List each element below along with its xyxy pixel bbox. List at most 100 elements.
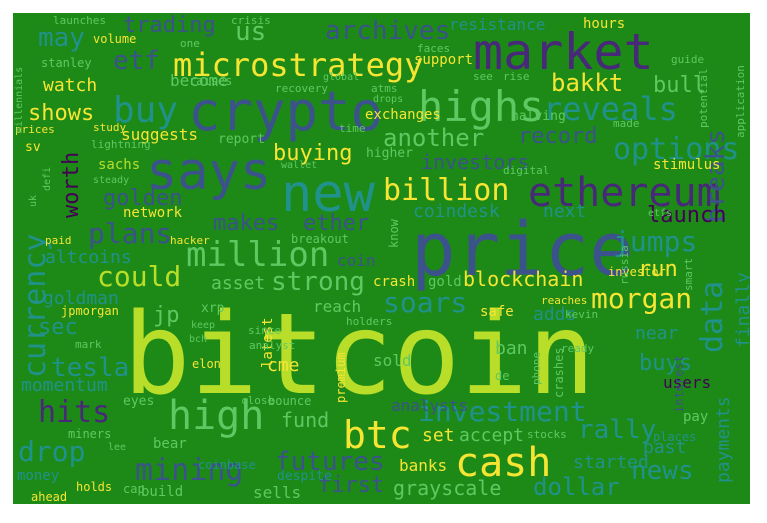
word: jumps (613, 225, 698, 258)
word: highs (418, 82, 545, 131)
word: high (168, 393, 265, 439)
word: interest (672, 355, 686, 413)
word: run (638, 257, 678, 282)
word: pay (683, 409, 709, 425)
word: rise (503, 70, 530, 83)
word-cloud: bitcoin price crypto says market new eth… (13, 13, 750, 504)
word: cap (123, 482, 145, 496)
word: paid (45, 234, 72, 247)
word: bear (153, 436, 187, 452)
word: crypto (188, 80, 384, 143)
word: morgan (591, 282, 693, 315)
word: since (248, 324, 282, 337)
word: one (180, 37, 200, 50)
word: futures (275, 447, 385, 477)
word: launches (53, 14, 106, 27)
word: jpmorgan (61, 304, 119, 318)
word: see (473, 70, 493, 83)
word: million (186, 235, 330, 275)
word: prices (15, 123, 55, 136)
word: uk (28, 194, 39, 207)
word: global (323, 72, 360, 83)
word: tesla (51, 353, 130, 383)
word: investors (421, 150, 530, 174)
word: application (734, 65, 747, 138)
word: safe (480, 304, 514, 320)
word: eyes (123, 394, 155, 409)
word: holds (76, 480, 113, 494)
word: holders (346, 315, 393, 328)
word: bch (189, 334, 208, 345)
word: kevin (565, 308, 599, 321)
word: stanley (41, 56, 92, 70)
word: says (146, 142, 272, 202)
word: news (631, 456, 694, 486)
word: know (387, 219, 401, 248)
word: lightning (91, 138, 151, 151)
word: buying (273, 141, 353, 166)
word: reveals (543, 90, 678, 128)
word: sachs (98, 157, 141, 173)
word: drops (373, 94, 404, 105)
word: momentum (21, 375, 108, 396)
word: users (663, 373, 712, 392)
word: golden (103, 186, 183, 211)
word: mining (135, 453, 244, 488)
word: near (635, 323, 679, 344)
word: places (653, 430, 697, 444)
word: could (97, 260, 182, 293)
word: bakkt (551, 69, 624, 97)
word: reaches (541, 294, 588, 307)
word: us (235, 17, 267, 47)
word: de (495, 369, 510, 383)
word: report (218, 132, 265, 147)
word: rally (578, 415, 657, 445)
word: soars (383, 286, 468, 319)
word: dollar (533, 473, 620, 501)
word: cash (455, 440, 552, 486)
word: btc (343, 413, 412, 457)
word: makes (213, 211, 280, 236)
word: strong (271, 267, 365, 297)
word: breakout (291, 232, 349, 246)
word: volume (93, 32, 137, 46)
word: next (543, 201, 587, 222)
word: defi (42, 166, 53, 191)
word: faces (417, 42, 451, 55)
word: sv (25, 140, 41, 155)
word: potential (697, 68, 710, 128)
word: despite (277, 469, 332, 484)
word: suggests (121, 125, 199, 144)
word: time (339, 122, 366, 135)
word: worth (59, 151, 84, 218)
word: sold (373, 351, 412, 370)
word: ahead (31, 490, 68, 504)
word: altcoins (45, 247, 132, 268)
word: digital (503, 164, 550, 177)
word: steady (93, 175, 130, 186)
word: phone (530, 351, 543, 385)
word: shows (28, 101, 95, 126)
word: past (643, 437, 687, 458)
word: billion (383, 173, 510, 208)
word: coinbase (198, 458, 256, 472)
word: price (411, 207, 634, 293)
word: crisis (231, 14, 271, 27)
word: record (518, 124, 598, 149)
word: first (318, 473, 385, 498)
word: made (613, 117, 640, 130)
word: ethereum (528, 170, 721, 216)
word: mark (75, 338, 102, 351)
word: microstrategy (173, 46, 424, 84)
word: build (141, 484, 184, 500)
word: investment (418, 395, 587, 428)
word: stimulus (653, 157, 721, 173)
word: accept (459, 425, 525, 446)
word: bounce (268, 394, 312, 408)
word: become (170, 71, 228, 90)
word: exchanges (365, 107, 441, 123)
word: crash (373, 274, 416, 290)
word: coin (337, 251, 376, 270)
word: fund (281, 408, 330, 432)
word: lee (108, 442, 127, 453)
